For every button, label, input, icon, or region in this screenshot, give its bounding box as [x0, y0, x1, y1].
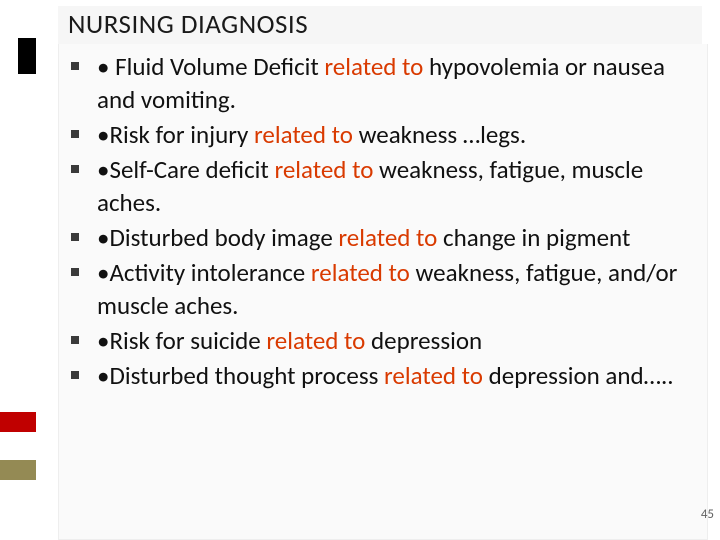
- item-pre: •Self-Care deficit: [97, 154, 274, 185]
- list-item: •Risk for injury related to weakness …le…: [69, 118, 697, 151]
- square-bullet-icon: [71, 62, 79, 70]
- accent-black-bar: [18, 38, 36, 74]
- item-post: weakness …legs.: [353, 119, 526, 150]
- item-pre: •Disturbed body image: [97, 222, 338, 253]
- list-item: •Disturbed thought process related to de…: [69, 359, 697, 392]
- square-bullet-icon: [71, 336, 79, 344]
- square-bullet-icon: [71, 165, 79, 173]
- list-item: •Disturbed body image related to change …: [69, 221, 697, 254]
- item-related: related to: [324, 51, 423, 82]
- item-related: related to: [338, 222, 437, 253]
- list-item: •Self-Care deficit related to weakness, …: [69, 153, 697, 219]
- item-post: change in pigment: [437, 222, 630, 253]
- item-post: depression and…..: [483, 360, 674, 391]
- square-bullet-icon: [71, 371, 79, 379]
- body-container: • Fluid Volume Deficit related to hypovo…: [58, 44, 708, 540]
- item-related: related to: [311, 257, 410, 288]
- item-pre: • Fluid Volume Deficit: [97, 51, 324, 82]
- title-container: NURSING DIAGNOSIS: [58, 6, 702, 47]
- item-post: depression: [365, 325, 482, 356]
- item-related: related to: [266, 325, 365, 356]
- item-related: related to: [254, 119, 353, 150]
- slide: NURSING DIAGNOSIS • Fluid Volume Deficit…: [0, 0, 720, 540]
- square-bullet-icon: [71, 130, 79, 138]
- list-item: • Fluid Volume Deficit related to hypovo…: [69, 50, 697, 116]
- item-related: related to: [384, 360, 483, 391]
- page-number: 45: [701, 507, 714, 522]
- item-pre: •Activity intolerance: [97, 257, 311, 288]
- item-pre: •Risk for suicide: [97, 325, 266, 356]
- square-bullet-icon: [71, 268, 79, 276]
- list-item: •Risk for suicide related to depression: [69, 324, 697, 357]
- slide-title: NURSING DIAGNOSIS: [68, 8, 692, 41]
- item-pre: •Risk for injury: [97, 119, 254, 150]
- item-related: related to: [274, 154, 373, 185]
- square-bullet-icon: [71, 233, 79, 241]
- list-item: •Activity intolerance related to weaknes…: [69, 256, 697, 322]
- diagnosis-list: • Fluid Volume Deficit related to hypovo…: [69, 50, 697, 392]
- item-pre: •Disturbed thought process: [97, 360, 384, 391]
- accent-olive-bar: [0, 460, 36, 480]
- accent-red-bar: [0, 412, 36, 432]
